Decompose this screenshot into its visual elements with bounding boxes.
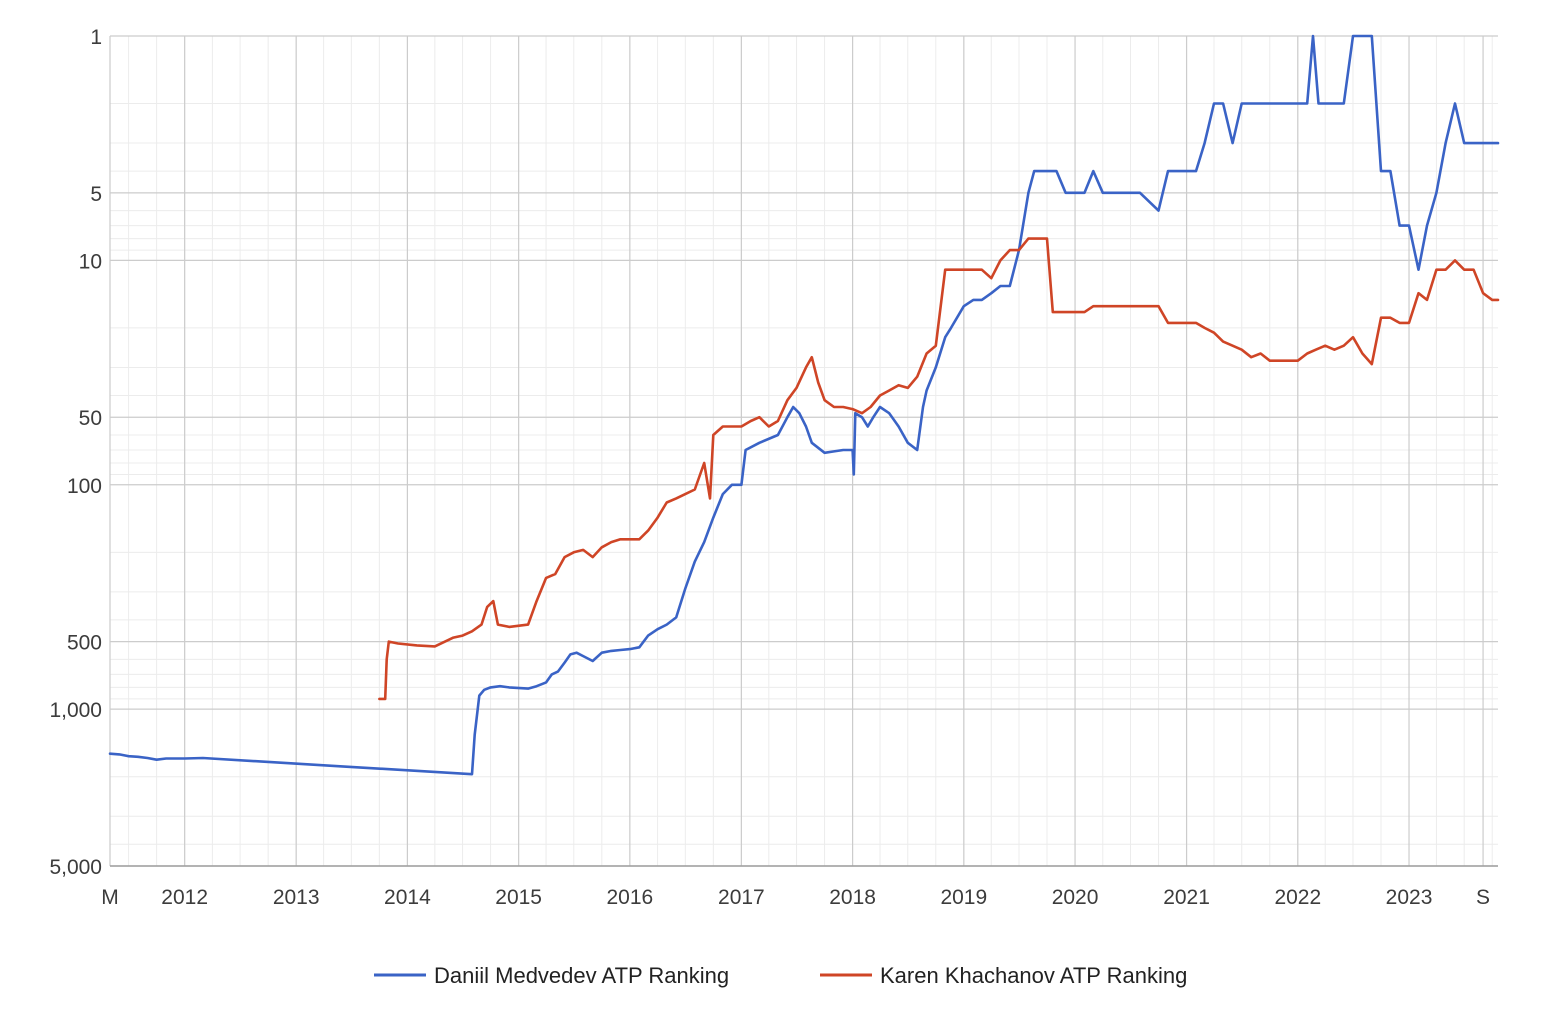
- y-tick-label: 1,000: [49, 699, 102, 722]
- x-tick-label: 2013: [273, 886, 320, 909]
- plot-area: [108, 34, 1500, 776]
- legend-label: Karen Khachanov ATP Ranking: [880, 963, 1187, 988]
- x-tick-label: 2021: [1163, 886, 1210, 909]
- y-tick-label: 500: [67, 632, 102, 655]
- x-tick-label: 2020: [1052, 886, 1099, 909]
- legend-label: Daniil Medvedev ATP Ranking: [434, 963, 729, 988]
- y-tick-label: 1: [90, 26, 102, 49]
- grid-lines: [109, 35, 1498, 867]
- y-tick-label: 100: [67, 475, 102, 498]
- legend: Daniil Medvedev ATP Ranking Karen Khachan…: [374, 963, 1187, 988]
- x-tick-label: 2023: [1386, 886, 1433, 909]
- x-tick-label: 2012: [161, 886, 208, 909]
- y-tick-label: 5: [90, 183, 102, 206]
- x-tick-label: 2017: [718, 886, 765, 909]
- x-tick-label: S: [1476, 886, 1490, 909]
- series-line-2: [378, 237, 1500, 701]
- y-tick-label: 5,000: [49, 856, 102, 879]
- x-tick-label: 2018: [829, 886, 876, 909]
- series-line-1: [108, 34, 1500, 776]
- x-tick-label: M: [101, 886, 119, 909]
- x-tick-label: 2015: [495, 886, 542, 909]
- x-tick-label: 2016: [606, 886, 653, 909]
- y-tick-label: 50: [79, 407, 102, 430]
- x-tick-label: 2019: [940, 886, 987, 909]
- x-tick-label: 2022: [1274, 886, 1321, 909]
- axes: 1 5 10 50 100 500 1,000 5,000 M 2012 2013 2014 2015 2…: [49, 26, 1498, 909]
- y-tick-label: 10: [79, 250, 102, 273]
- x-tick-label: 2014: [384, 886, 431, 909]
